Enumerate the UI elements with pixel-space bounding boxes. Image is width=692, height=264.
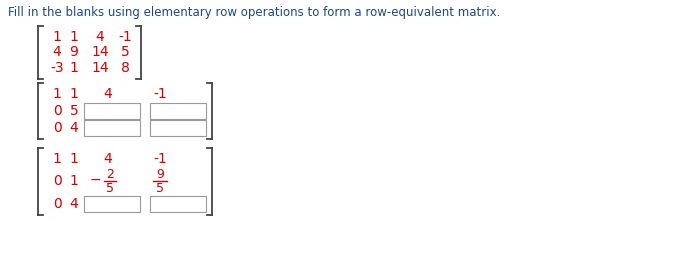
Text: -1: -1	[153, 87, 167, 101]
FancyBboxPatch shape	[150, 196, 206, 212]
Text: 8: 8	[120, 61, 129, 75]
Text: 14: 14	[91, 45, 109, 59]
Text: 4: 4	[70, 121, 78, 135]
Text: 4: 4	[104, 87, 112, 101]
Text: 1: 1	[53, 30, 62, 44]
Text: 1: 1	[70, 61, 78, 75]
Text: 2: 2	[106, 167, 114, 181]
Text: -1: -1	[118, 30, 132, 44]
FancyBboxPatch shape	[84, 103, 140, 119]
Text: 1: 1	[53, 87, 62, 101]
Text: 4: 4	[70, 197, 78, 211]
FancyBboxPatch shape	[150, 120, 206, 136]
Text: 1: 1	[70, 174, 78, 188]
Text: -1: -1	[153, 152, 167, 166]
Text: 0: 0	[53, 197, 62, 211]
Text: 5: 5	[120, 45, 129, 59]
Text: 1: 1	[70, 30, 78, 44]
Text: 0: 0	[53, 104, 62, 118]
Text: −: −	[89, 173, 101, 187]
Text: 4: 4	[104, 152, 112, 166]
FancyBboxPatch shape	[150, 103, 206, 119]
Text: 5: 5	[70, 104, 78, 118]
Text: Fill in the blanks using elementary row operations to form a row-equivalent matr: Fill in the blanks using elementary row …	[8, 6, 500, 19]
FancyBboxPatch shape	[84, 120, 140, 136]
Text: 9: 9	[70, 45, 78, 59]
Text: 9: 9	[156, 167, 164, 181]
Text: 1: 1	[53, 152, 62, 166]
Text: 0: 0	[53, 121, 62, 135]
Text: 14: 14	[91, 61, 109, 75]
Text: 0: 0	[53, 174, 62, 188]
FancyBboxPatch shape	[84, 196, 140, 212]
Text: 5: 5	[106, 182, 114, 195]
Text: 5: 5	[156, 182, 164, 195]
Text: 1: 1	[70, 87, 78, 101]
Text: 4: 4	[53, 45, 62, 59]
Text: 4: 4	[95, 30, 104, 44]
Text: 1: 1	[70, 152, 78, 166]
Text: -3: -3	[51, 61, 64, 75]
